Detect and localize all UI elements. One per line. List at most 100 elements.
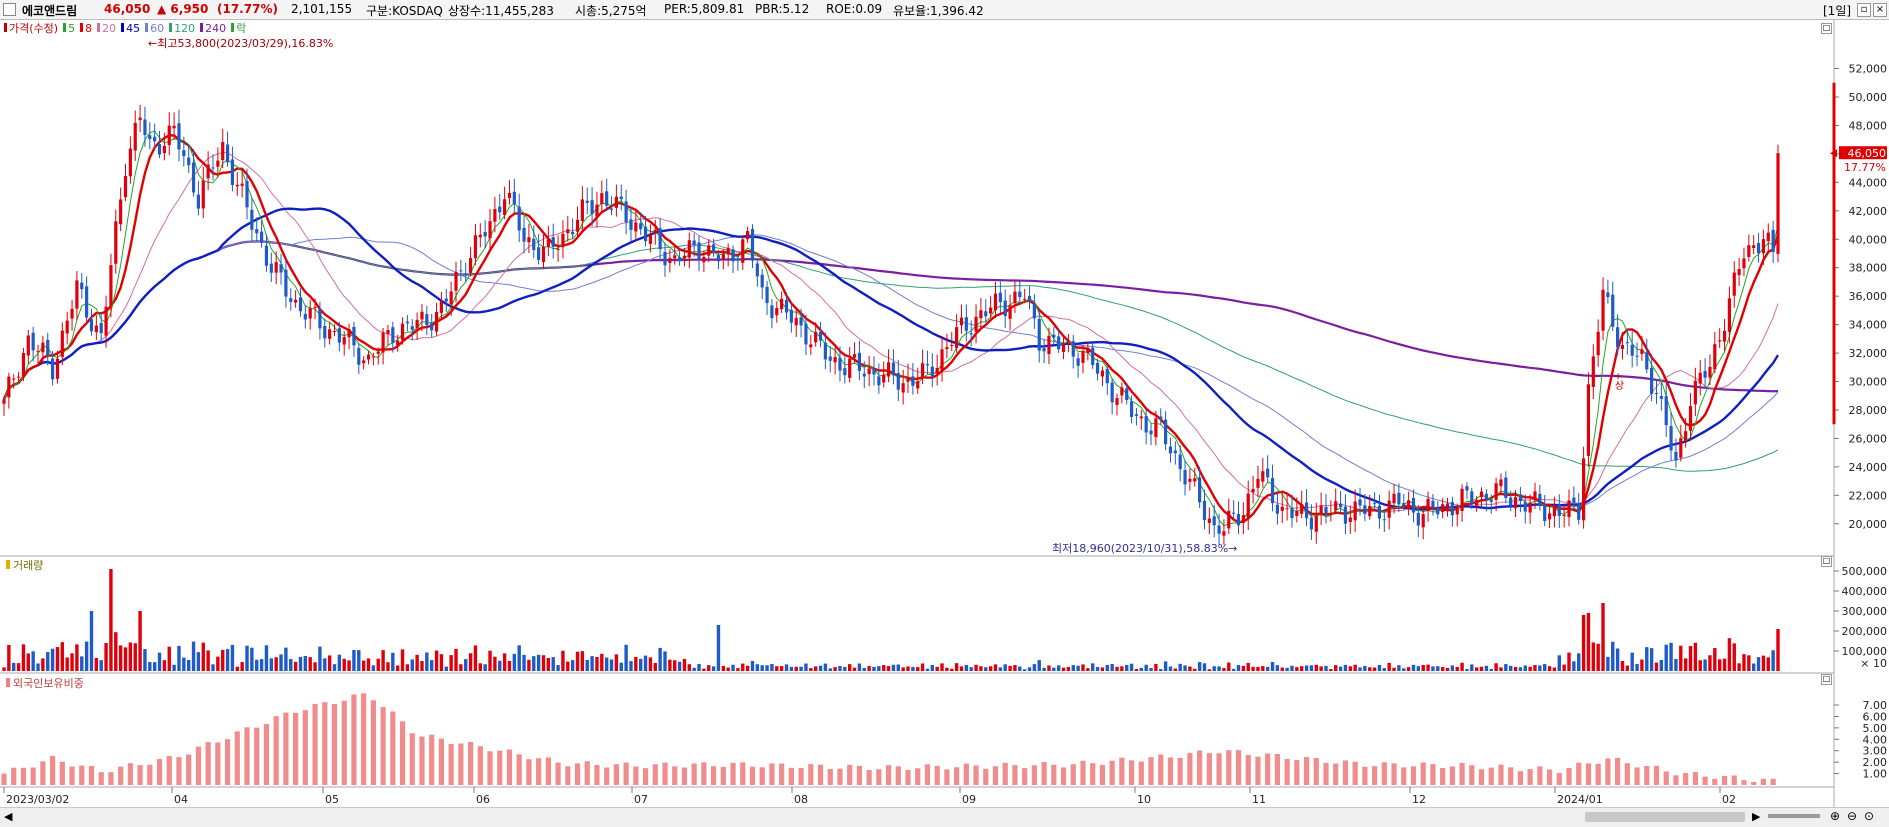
candle-body	[1139, 416, 1143, 419]
candle-body	[677, 257, 682, 262]
volume-bar	[1377, 664, 1382, 671]
volume-panel	[2, 569, 1780, 671]
volume-bar	[1751, 663, 1756, 671]
candle-body	[551, 237, 555, 247]
foreign-ownership-bar	[1537, 766, 1543, 785]
legend-item: 60	[145, 22, 164, 35]
candle-body	[1577, 504, 1581, 520]
candle-body	[85, 286, 89, 318]
candle-body	[1003, 300, 1007, 316]
volume-bar	[920, 663, 925, 671]
volume-panel-restore-button[interactable]: □	[1821, 556, 1832, 567]
candle-body	[1348, 517, 1352, 522]
foreign-ownership-bar	[1313, 757, 1319, 785]
price-legend: 가격(수정) 5 8 20 45 60 120 240 락	[4, 20, 251, 36]
foreign-ownership-bar	[798, 767, 804, 785]
price-panel-min-button[interactable]: □	[1821, 23, 1832, 34]
volume-tick-label: 500,000	[1842, 565, 1888, 578]
volume-bar	[157, 652, 162, 671]
foreign-ownership-bar	[623, 762, 629, 785]
candle-body	[1718, 340, 1722, 342]
volume-bar	[1713, 648, 1717, 671]
foreign-ownership-bar	[1119, 757, 1125, 785]
volume-bar	[1557, 655, 1561, 671]
foreign-ownership-bar	[487, 751, 493, 785]
candle-body	[1023, 298, 1027, 300]
volume-bar	[731, 664, 735, 671]
candle-body	[1266, 468, 1270, 478]
volume-bar	[439, 654, 444, 671]
candle-body	[1261, 471, 1265, 482]
scroll-bar[interactable]: ◀ ▶ ⊕ ⊖ ⊙	[0, 807, 1889, 827]
chart-canvas[interactable]: 52,00050,00048,00046,00044,00042,00040,0…	[0, 19, 1889, 826]
candle-body	[1270, 478, 1275, 504]
volume-bar	[1455, 667, 1459, 671]
candle-body	[1042, 348, 1046, 352]
candle-body	[775, 307, 779, 316]
zoom-in-icon[interactable]: ⊕	[1830, 809, 1841, 823]
candle-body	[609, 208, 614, 210]
close-icon[interactable]: ×	[1873, 3, 1887, 17]
volume-bar	[979, 666, 983, 671]
candle-body	[191, 162, 196, 193]
candle-body	[882, 374, 886, 383]
foreign-ownership-bar	[1187, 752, 1193, 785]
candle-body	[605, 191, 609, 206]
volume-bar	[327, 655, 332, 671]
candle-body	[1659, 396, 1663, 399]
volume-bar	[1625, 665, 1630, 671]
candle-body	[1596, 331, 1600, 356]
volume-bar	[1436, 666, 1440, 671]
volume-bar	[794, 666, 798, 671]
candle-body	[410, 326, 414, 330]
volume-tick-label: 200,000	[1842, 625, 1888, 638]
volume-bar	[1679, 645, 1683, 671]
scroll-right-icon[interactable]: ▶	[1752, 810, 1761, 823]
scroll-left-icon[interactable]: ◀	[4, 810, 13, 823]
roe-value: ROE:0.09	[826, 2, 883, 16]
volume-bar	[595, 656, 599, 671]
period-selector[interactable]: [1일]	[1823, 4, 1852, 18]
foreign-ownership-bar	[1109, 760, 1115, 785]
candle-body	[726, 247, 730, 255]
volume-bar	[371, 665, 376, 671]
zoom-reset-icon[interactable]: ⊙	[1864, 809, 1875, 823]
candle-body	[493, 209, 497, 222]
stock-name: 에코앤드림	[22, 4, 78, 18]
candle-body	[750, 229, 755, 261]
candle-body	[1756, 243, 1761, 254]
candle-body	[167, 125, 171, 146]
scroll-thumb[interactable]	[1585, 812, 1745, 822]
volume-bar	[1329, 669, 1333, 671]
candle-body	[1630, 344, 1634, 356]
volume-bar	[536, 654, 541, 671]
volume-bar	[196, 652, 201, 671]
foreign-ownership-bar	[458, 743, 464, 785]
restore-button[interactable]: ▫	[1857, 3, 1871, 17]
candle-body	[566, 229, 570, 234]
volume-bar	[415, 654, 419, 671]
candle-body	[240, 183, 244, 186]
candle-body	[833, 357, 837, 363]
volume-bar	[1338, 666, 1343, 671]
candle-body	[1334, 501, 1338, 511]
volume-bar	[755, 664, 760, 671]
candle-body	[396, 340, 400, 346]
volume-bar	[1265, 666, 1270, 671]
volume-bar	[760, 665, 764, 671]
candle-body	[201, 180, 205, 209]
candle-body	[12, 378, 16, 380]
panel-checkbox[interactable]	[3, 3, 16, 16]
foreign-panel-restore-button[interactable]: □	[1821, 674, 1832, 685]
zoom-out-icon[interactable]: ⊖	[1847, 809, 1858, 823]
foreign-ownership-bar	[322, 702, 328, 785]
foreign-ownership-bar	[1712, 778, 1718, 785]
volume-bar	[1421, 664, 1425, 671]
volume-bar	[1411, 664, 1416, 671]
foreign-ownership-bar	[1148, 757, 1154, 785]
zoom-slider[interactable]	[1768, 814, 1820, 818]
foreign-ownership-bar	[905, 769, 911, 785]
foreign-ownership-bar	[1371, 766, 1378, 785]
candle-body	[872, 368, 876, 375]
candle-body	[716, 255, 721, 262]
